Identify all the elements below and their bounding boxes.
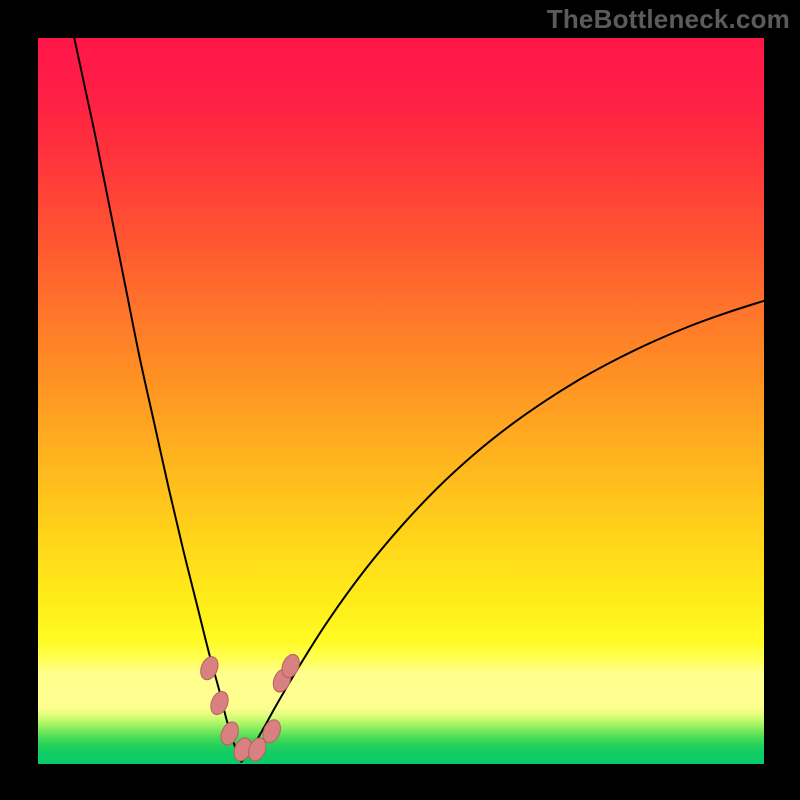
- watermark-text: TheBottleneck.com: [547, 4, 790, 35]
- bottleneck-chart: [38, 38, 764, 764]
- chart-frame: TheBottleneck.com: [0, 0, 800, 800]
- chart-background: [38, 38, 764, 764]
- chart-svg: [38, 38, 764, 764]
